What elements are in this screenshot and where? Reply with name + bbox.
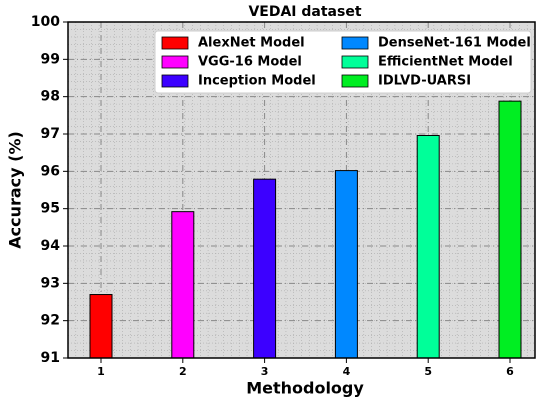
x-tick-label: 2 (179, 365, 187, 378)
x-tick-label: 3 (261, 365, 269, 378)
bar (253, 178, 277, 359)
legend-swatch (161, 74, 189, 88)
legend-label: AlexNet Model (198, 36, 305, 51)
legend-label: IDLVD-UARSI (378, 74, 471, 89)
legend-label: Inception Model (198, 74, 316, 89)
plot-frame (67, 21, 536, 359)
y-tick-label: 93 (41, 275, 60, 291)
y-tick-label: 96 (41, 163, 60, 179)
chart-title: VEDAI dataset (248, 4, 361, 20)
legend-swatch (341, 74, 369, 88)
bar (416, 134, 440, 359)
x-tick-label: 5 (424, 365, 432, 378)
x-tick-label: 1 (97, 365, 105, 378)
y-tick-label: 91 (41, 350, 60, 366)
y-tick-label: 95 (41, 201, 60, 217)
legend-swatch (161, 36, 189, 50)
bar (89, 294, 113, 359)
legend-label: VGG-16 Model (198, 55, 302, 70)
y-tick-label: 99 (41, 51, 60, 67)
legend-swatch (341, 36, 369, 50)
bar (171, 211, 195, 359)
legend-label: EfficientNet Model (378, 55, 513, 70)
y-axis-label: Accuracy (%) (6, 131, 25, 249)
y-tick-label: 92 (41, 313, 60, 329)
legend-label: DenseNet-161 Model (378, 36, 531, 51)
y-tick-label: 100 (31, 14, 60, 30)
y-tick-label: 98 (41, 89, 60, 105)
x-axis-label: Methodology (246, 379, 364, 398)
bar (498, 100, 522, 359)
y-tick-label: 97 (41, 126, 60, 142)
legend-swatch (341, 55, 369, 69)
legend-swatch (161, 55, 189, 69)
bar (334, 170, 358, 359)
x-tick-label: 6 (506, 365, 514, 378)
x-tick-label: 4 (343, 365, 351, 378)
y-tick-label: 94 (41, 238, 61, 254)
